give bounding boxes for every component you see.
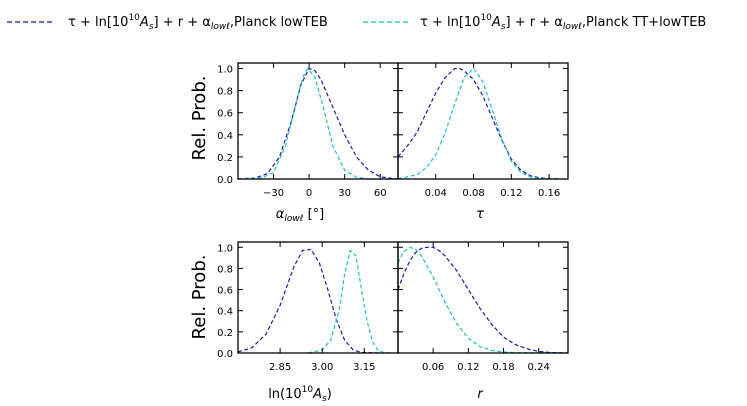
alpha-xtick-label: 0 (306, 188, 312, 199)
alpha-frame (237, 62, 399, 180)
lnAs-series-0-line (237, 248, 379, 354)
tau-xtick-label: 0.08 (462, 188, 484, 199)
y-axis-label-bottom: Rel. Prob. (189, 255, 210, 340)
legend: τ + ln[1010As] + r + αlowℓ,Planck lowTEB… (7, 13, 706, 32)
tau-frame (397, 62, 569, 180)
panel-tau: 0.04 0.08 0.12 0.16 (397, 62, 569, 199)
x-axis-label-lnAs: ln(1010As) (268, 385, 332, 404)
alpha-xtick-label: −30 (263, 188, 284, 199)
lnAs-ytick-label: 1.0 (217, 243, 233, 254)
tau-xtick-label: 0.12 (500, 188, 522, 199)
lnAs-series-1-line (308, 249, 393, 354)
lnAs-ytick-label: 0.6 (217, 286, 233, 297)
lnAs-xtick-label: 2.85 (269, 362, 291, 373)
r-xtick-label: 0.18 (492, 362, 514, 373)
panel-r: 0.06 0.12 0.18 0.24 (397, 241, 569, 373)
lnAs-xtick-label: 3.15 (353, 362, 375, 373)
alpha-xtick-label: 30 (338, 188, 351, 199)
lnAs-frame (237, 241, 399, 354)
r-series-0-line (397, 246, 569, 354)
legend-label-0: τ + ln[1010As] + r + αlowℓ,Planck lowTEB (68, 13, 328, 32)
legend-label-1: τ + ln[1010As] + r + αlowℓ,Planck TT+low… (420, 13, 706, 32)
x-axis-label-r: r (477, 387, 484, 402)
alpha-ytick-label: 1.0 (217, 65, 233, 76)
alpha-ytick-label: 0.0 (217, 175, 233, 186)
r-series-1-line (397, 246, 569, 354)
alpha-ytick-label: 0.4 (217, 131, 233, 142)
lnAs-xtick-label: 3.00 (311, 362, 333, 373)
tau-series-1-line (397, 67, 559, 180)
x-axis-label-alpha: αlowℓ [°] (276, 207, 324, 224)
r-xtick-label: 0.12 (457, 362, 479, 373)
panel-lnAs: 2.85 3.00 3.15 0.0 0.2 0.4 0.6 0.8 1.0 (217, 241, 399, 373)
r-xtick-label: 0.06 (422, 362, 444, 373)
tau-xtick-label: 0.16 (538, 188, 560, 199)
alpha-series-1-line (237, 67, 398, 180)
alpha-xtick-label: 60 (374, 188, 387, 199)
lnAs-ytick-label: 0.4 (217, 307, 233, 318)
r-frame (397, 241, 569, 354)
r-xtick-label: 0.24 (528, 362, 550, 373)
tau-series-0-line (397, 67, 559, 180)
lnAs-ytick-label: 0.2 (217, 328, 233, 339)
alpha-ytick-label: 0.2 (217, 153, 233, 164)
tau-xtick-label: 0.04 (425, 188, 447, 199)
panel-alpha: −30 0 30 60 0.0 0.2 0.4 0.6 0.8 1.0 (217, 62, 399, 199)
lnAs-ytick-label: 0.0 (217, 349, 233, 360)
lnAs-ytick-label: 0.8 (217, 264, 233, 275)
alpha-ytick-label: 0.8 (217, 87, 233, 98)
y-axis-label-top: Rel. Prob. (189, 76, 210, 161)
x-axis-label-tau: τ (476, 207, 484, 222)
alpha-series-0-line (237, 67, 399, 180)
alpha-ytick-label: 0.6 (217, 109, 233, 120)
